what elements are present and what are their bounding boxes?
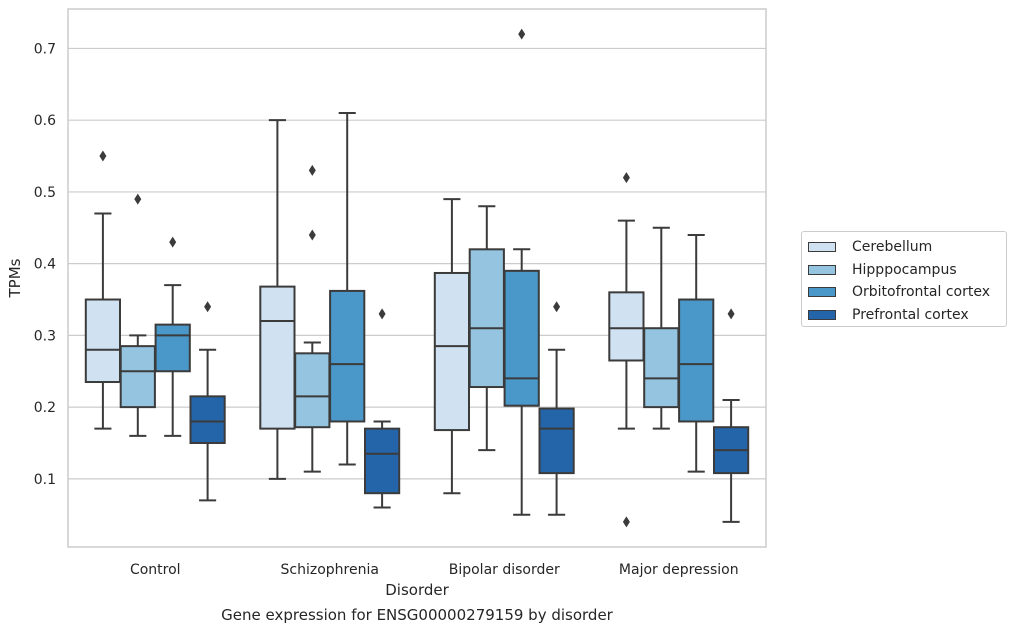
box-iqr <box>189 395 226 444</box>
legend-item: Orbitofrontal cortex <box>802 281 1006 304</box>
box-cerebellum-3 <box>608 172 645 528</box>
outlier-point <box>308 229 316 241</box>
box-iqr <box>503 269 540 407</box>
box-iqr <box>538 407 575 475</box>
outlier-point <box>553 301 561 313</box>
y-tick-label: 0.4 <box>34 257 56 273</box>
box-cerebellum-1 <box>259 119 296 480</box>
x-tick-label: Schizophrenia <box>281 562 379 578</box>
legend-swatch <box>808 287 836 298</box>
box-iqr <box>433 271 471 432</box>
box-hipppocampus-3 <box>643 226 680 430</box>
y-tick-label: 0.3 <box>34 328 56 344</box>
box-orbitofrontal-cortex-0 <box>154 236 191 437</box>
box-cerebellum-2 <box>433 198 471 495</box>
y-tick-label: 0.7 <box>34 41 56 57</box>
y-axis-label: TPMs <box>6 258 24 298</box>
x-tick-label: Bipolar disorder <box>449 562 560 578</box>
outlier-point <box>378 308 386 320</box>
box-iqr <box>678 298 715 423</box>
box-iqr <box>84 298 122 384</box>
box-iqr <box>363 427 401 495</box>
legend-item: Prefrontal cortex <box>802 304 1006 327</box>
legend-label: Cerebellum <box>852 239 933 256</box>
plot-frame <box>67 8 767 548</box>
outlier-point <box>622 516 630 528</box>
outlier-point <box>308 164 316 176</box>
x-tick-label: Control <box>130 562 181 578</box>
box-iqr <box>329 289 366 423</box>
box-prefrontal-cortex-0 <box>189 301 226 502</box>
box-hipppocampus-0 <box>119 193 156 437</box>
box-iqr <box>119 345 156 409</box>
chart-caption: Gene expression for ENSG00000279159 by d… <box>221 606 613 624</box>
outlier-point <box>622 172 630 184</box>
y-tick-label: 0.5 <box>34 185 56 201</box>
legend-label: Prefrontal cortex <box>852 306 969 323</box>
outlier-point <box>169 236 177 248</box>
box-iqr <box>468 248 505 389</box>
box-orbitofrontal-cortex-1 <box>329 112 366 466</box>
box-iqr <box>608 291 645 362</box>
legend-swatch <box>808 309 836 320</box>
box-iqr <box>294 352 331 429</box>
x-axis-label: Disorder <box>385 581 449 599</box>
y-tick-label: 0.6 <box>34 113 56 129</box>
outlier-point <box>99 150 107 162</box>
box-prefrontal-cortex-3 <box>712 308 750 523</box>
outlier-point <box>204 301 212 313</box>
outlier-point <box>134 193 142 205</box>
box-iqr <box>154 323 191 373</box>
legend-label: Orbitofrontal cortex <box>852 284 990 301</box>
y-tick-label: 0.1 <box>34 472 56 488</box>
box-hipppocampus-1 <box>294 164 331 473</box>
box-prefrontal-cortex-2 <box>538 301 575 516</box>
box-cerebellum-0 <box>84 150 122 430</box>
legend: Cerebellum Hipppocampus Orbitofrontal cort… <box>801 231 1007 327</box>
box-orbitofrontal-cortex-2 <box>503 28 540 516</box>
x-axis-ticks: Control Schizophrenia Bipolar disorder Majo… <box>130 562 739 578</box>
outlier-point <box>518 28 526 40</box>
box-hipppocampus-2 <box>468 205 505 452</box>
x-tick-label: Major depression <box>619 562 739 578</box>
legend-swatch <box>808 242 836 253</box>
box-prefrontal-cortex-1 <box>363 308 401 509</box>
box-iqr <box>259 285 296 430</box>
y-tick-label: 0.2 <box>34 400 56 416</box>
outlier-point <box>727 308 735 320</box>
legend-swatch <box>808 264 836 275</box>
box-plot-area <box>84 28 750 528</box>
legend-item: Hipppocampus <box>802 259 1006 282</box>
box-orbitofrontal-cortex-3 <box>678 233 715 473</box>
legend-label: Hipppocampus <box>852 261 957 278</box>
legend-item: Cerebellum <box>802 236 1006 259</box>
y-axis-ticks: 0.1 0.2 0.3 0.4 0.5 0.6 0.7 <box>34 41 56 487</box>
box-iqr <box>643 327 680 409</box>
